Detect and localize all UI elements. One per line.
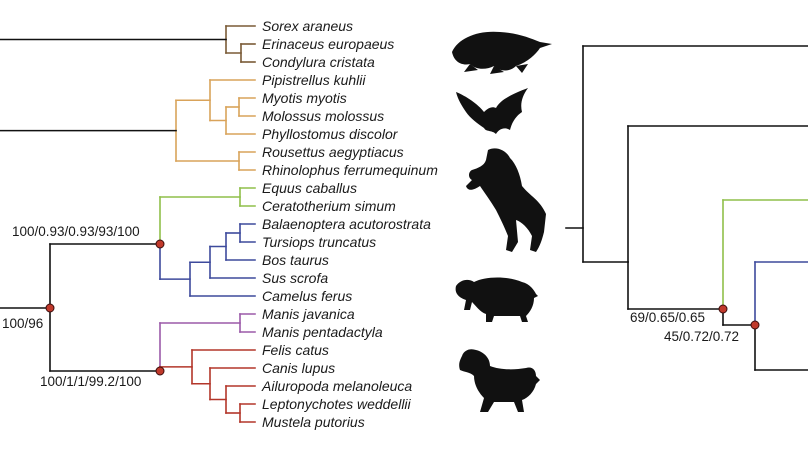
support-node-pholidota-carnivora: [155, 366, 165, 376]
bat-silhouette: [456, 88, 528, 134]
taxon-label: Leptonychotes weddellii: [262, 396, 412, 412]
taxon-label: Pipistrellus kuhlii: [262, 72, 366, 88]
taxon-label: Sorex araneus: [262, 18, 353, 34]
support-perissodactyla-cetartiodactyla: 100/0.93/0.93/93/100: [12, 224, 140, 239]
pig-silhouette: [455, 277, 538, 322]
horse-silhouette: [466, 148, 546, 252]
support-node-right-upper: [718, 304, 728, 314]
taxon-label: Canis lupus: [262, 360, 335, 376]
taxon-label: Condylura cristata: [262, 54, 375, 70]
taxon-label: Tursiops truncatus: [262, 234, 376, 250]
taxon-label: Rousettus aegyptiacus: [262, 144, 404, 160]
taxon-label: Erinaceus europaeus: [262, 36, 394, 52]
right-tree: [565, 45, 808, 371]
support-right-upper: 69/0.65/0.65: [630, 310, 705, 325]
taxon-label: Ailuropoda melanoleuca: [261, 378, 412, 394]
taxon-label: Molossus molossus: [262, 108, 384, 124]
taxon-labels: Sorex araneus Erinaceus europaeus Condylur…: [261, 18, 438, 430]
taxon-label: Myotis myotis: [262, 90, 347, 106]
support-pholidota-carnivora: 100/1/1/99.2/100: [40, 374, 141, 389]
taxon-label: Manis pentadactyla: [262, 324, 383, 340]
taxon-label: Bos taurus: [262, 252, 329, 268]
left-tree: [0, 25, 256, 423]
dog-silhouette: [459, 349, 540, 412]
taxon-label: Mustela putorius: [262, 414, 365, 430]
support-node-root: [45, 303, 55, 313]
taxon-label: Manis javanica: [262, 306, 355, 322]
taxon-label: Camelus ferus: [262, 288, 352, 304]
support-right-lower: 45/0.72/0.72: [664, 329, 739, 344]
taxon-label: Phyllostomus discolor: [262, 126, 399, 142]
support-node-perissodactyla-cetartiodactyla: [155, 239, 165, 249]
taxon-label: Rhinolophus ferrumequinum: [262, 162, 438, 178]
taxon-label: Balaenoptera acutorostrata: [262, 216, 431, 232]
taxon-label: Sus scrofa: [262, 270, 328, 286]
taxon-label: Felis catus: [262, 342, 329, 358]
support-node-right-lower: [750, 320, 760, 330]
support-root: 100/96: [2, 316, 43, 331]
mole-silhouette: [452, 31, 552, 74]
taxon-label: Equus caballus: [262, 180, 357, 196]
taxon-label: Ceratotherium simum: [262, 198, 396, 214]
